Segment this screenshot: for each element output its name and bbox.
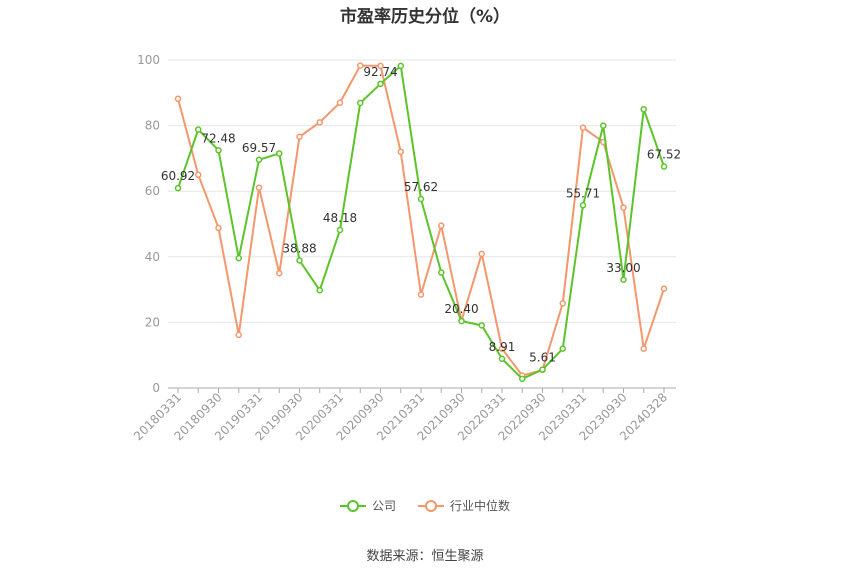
data-label: 60.92 [161,169,195,183]
y-tick-label: 100 [137,53,160,67]
series-point-0 [276,150,283,157]
series-point-1 [498,345,506,352]
y-tick-label: 80 [145,119,160,133]
series-lines [174,62,668,383]
series-line-1 [177,64,665,377]
data-label: 38.88 [282,241,316,255]
data-label: 20.40 [444,302,478,316]
series-point-0 [357,99,364,107]
data-label: 92.74 [363,65,397,79]
series-point-0 [519,375,526,383]
legend-company-label: 公司 [371,499,396,513]
series-point-1 [620,204,627,211]
series-point-0 [316,287,323,294]
series-point-1 [336,99,344,106]
data-label: 33.00 [606,261,640,275]
series-point-1 [215,224,222,232]
data-label: 57.62 [404,180,438,194]
series-point-0 [539,366,546,373]
series-point-0 [438,269,445,276]
series-point-1 [417,291,425,298]
series-point-1 [579,124,587,131]
series-point-1 [195,171,202,179]
series-point-0 [600,122,607,129]
series-point-0 [195,126,202,133]
data-label: 5.61 [529,351,556,365]
series-point-0 [458,317,465,325]
data-label: 67.52 [647,148,681,162]
series-point-0 [215,147,222,154]
series-point-0 [498,355,506,363]
series-point-0 [397,62,404,70]
series-point-0 [640,105,647,113]
y-tick-label: 0 [152,381,160,395]
legend-company-marker-icon [339,499,366,512]
series-point-0 [336,226,344,234]
series-point-1 [316,119,323,126]
series-point-1 [478,250,485,258]
series-point-0 [660,163,668,170]
data-label: 69.57 [242,141,276,155]
series-point-1 [276,269,283,277]
series-point-0 [559,345,566,352]
series-point-0 [174,184,182,192]
grid-lines [168,59,676,323]
data-label: 72.48 [201,131,235,145]
series-point-1 [660,285,668,292]
series-point-1 [357,62,364,69]
data-label: 55.71 [566,186,600,200]
series-point-0 [235,254,242,262]
series-point-0 [620,276,627,284]
series-point-1 [255,184,263,191]
series-point-1 [640,345,647,352]
series-point-1 [397,148,404,156]
series-point-1 [296,133,303,141]
series-point-1 [174,95,182,102]
series-point-0 [377,80,384,88]
legend-item-company[interactable]: 公司 [339,497,396,514]
series-point-0 [579,202,587,209]
series-point-1 [559,300,566,307]
data-labels: 60.92 72.48 69.57 38.88 48.18 92.74 57.62 20.40… [161,65,681,365]
series-line-0 [177,64,665,380]
series-point-0 [478,322,485,329]
series-point-1 [377,62,384,70]
legend: 公司 行业中位数 [0,497,850,514]
legend-industry-marker-icon [418,499,444,512]
data-label: 48.18 [323,211,357,225]
y-tick-label: 40 [145,250,160,264]
series-point-0 [296,257,303,264]
chart-title: 市盈率历史分位（%） [339,7,511,27]
series-point-0 [417,195,425,203]
axes: 0204060801002018033120180930201903312019… [131,53,676,443]
legend-industry-label: 行业中位数 [450,499,511,513]
y-tick-label: 20 [145,315,160,329]
data-label: 8.91 [489,340,516,354]
series-point-1 [438,222,445,229]
source-note: 数据来源：恒生聚源 [366,549,484,564]
y-tick-label: 60 [145,184,160,198]
series-point-0 [255,156,263,164]
legend-item-industry-median[interactable]: 行业中位数 [418,497,510,514]
series-point-1 [235,331,242,339]
